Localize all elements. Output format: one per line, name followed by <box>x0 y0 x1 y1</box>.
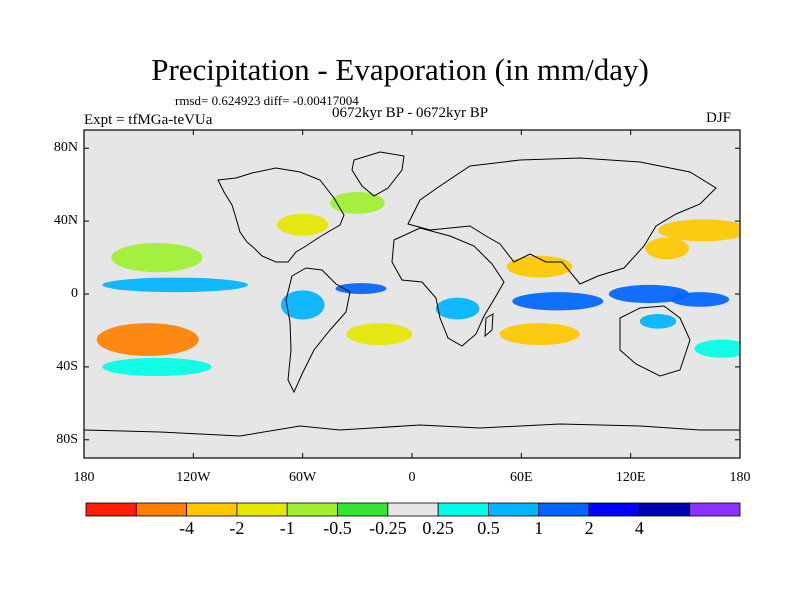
colorbar-swatch <box>286 502 338 517</box>
field-layer <box>84 191 740 402</box>
north-america-coastline <box>217 167 345 263</box>
season-label: DJF <box>706 110 732 126</box>
field-region <box>645 237 689 260</box>
field-region <box>503 368 613 384</box>
colorbar <box>85 502 741 517</box>
colorbar-swatch <box>135 502 188 517</box>
colorbar-label: -0.5 <box>323 518 352 538</box>
field-region <box>435 297 480 320</box>
south-america-coastline <box>285 267 351 394</box>
y-tick-label: 40S <box>56 358 78 374</box>
colorbar-swatch <box>186 502 238 517</box>
field-region <box>111 242 203 273</box>
field-region <box>84 386 740 402</box>
x-tick-label: 0 <box>408 470 416 485</box>
field-region <box>84 193 157 212</box>
colorbar-label: 1 <box>534 518 544 538</box>
field-region <box>694 339 740 358</box>
colorbar-swatch <box>85 502 137 517</box>
tick-layer <box>83 130 741 458</box>
colorbar-swatch <box>488 502 540 517</box>
colorbar-label: -2 <box>229 518 245 538</box>
colorbar-label: 0.5 <box>477 518 500 538</box>
colorbar-swatch <box>538 502 590 517</box>
field-region <box>277 213 329 236</box>
colorbar-swatch <box>337 502 389 517</box>
y-tick-label: 0 <box>71 286 78 301</box>
x-tick-label: 60E <box>510 470 533 485</box>
field-region <box>670 292 730 307</box>
chart-title: Precipitation - Evaporation (in mm/day) <box>151 52 649 87</box>
x-tick-label: 60W <box>289 470 317 485</box>
colorbar-label: 0.25 <box>422 518 454 538</box>
colorbar-label: -1 <box>279 518 295 538</box>
greenland-coastline <box>351 151 405 197</box>
x-tick-label: 180 <box>729 470 751 485</box>
colorbar-swatch <box>437 502 489 517</box>
colorbar-label: -0.25 <box>369 518 407 538</box>
australia-coastline <box>619 305 691 377</box>
field-region <box>102 357 212 376</box>
field-region <box>512 292 604 311</box>
antarctica-coastline <box>84 423 740 437</box>
colorbar-swatch <box>638 502 691 517</box>
x-tick-label: 180 <box>73 470 95 485</box>
field-region <box>280 290 325 320</box>
experiment-label: Expt = tfMGa-teVUa <box>84 112 213 128</box>
field-region <box>102 277 248 293</box>
field-region <box>608 284 689 304</box>
y-tick-label: 80S <box>56 431 78 447</box>
period-label: 0672kyr BP - 0672kyr BP <box>331 105 489 121</box>
field-region <box>96 323 199 356</box>
madagascar-coastline <box>484 313 494 338</box>
y-tick-label: 80N <box>53 140 78 156</box>
colorbar-swatch <box>236 502 288 517</box>
field-region <box>346 323 413 346</box>
field-region <box>330 191 385 214</box>
eurasia-coastline <box>407 157 717 285</box>
field-region <box>506 255 573 278</box>
colorbar-label: 4 <box>634 518 644 538</box>
africa-coastline <box>391 227 505 347</box>
x-tick-label: 120E <box>615 470 646 485</box>
y-tick-label: 40N <box>53 213 78 229</box>
colorbar-label: 2 <box>584 518 594 538</box>
colorbar-swatch <box>689 502 741 517</box>
field-region <box>658 219 740 242</box>
x-tick-label: 120W <box>176 470 211 485</box>
coastline-layer <box>84 151 740 437</box>
colorbar-swatch <box>387 502 439 517</box>
field-region <box>499 323 580 346</box>
stats-text: rmsd= 0.624923 diff= -0.00417004 <box>175 93 359 108</box>
colorbar-label: -4 <box>179 518 195 538</box>
field-region <box>639 314 677 329</box>
colorbar-swatch <box>588 502 640 517</box>
